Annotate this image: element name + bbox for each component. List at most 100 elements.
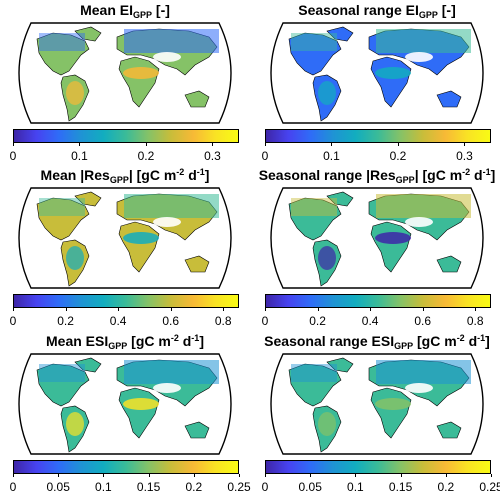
- title-part: [gC m: [127, 333, 171, 349]
- title-part: d: [184, 167, 197, 183]
- tick-label: 0.2: [437, 480, 455, 494]
- tick-label: 0: [261, 480, 269, 494]
- colorbar: [265, 460, 491, 474]
- tick-label: 0.8: [214, 314, 232, 328]
- title-part: Mean |Res: [40, 167, 110, 183]
- title-part: ]: [204, 167, 210, 183]
- panel-range-esi: Seasonal range ESIGPP [gC m-2 d-1] 0 0.05 0…: [257, 333, 500, 498]
- title-part: | [gC m: [414, 167, 463, 183]
- title-part: GPP: [108, 341, 128, 351]
- panel-title: Seasonal range ESIGPP [gC m-2 d-1]: [257, 333, 497, 351]
- colorbar-ticks: 0 0.05 0.1 0.15 0.2 0.25: [261, 474, 500, 494]
- tick-mark: [310, 474, 312, 477]
- title-part: -1: [482, 167, 491, 177]
- tick-mark: [239, 474, 240, 477]
- tick-mark: [491, 474, 492, 477]
- colorbar: [13, 129, 239, 143]
- title-part: Seasonal range |Res: [258, 167, 396, 183]
- title-part: ]: [485, 333, 490, 349]
- colorbar: [13, 460, 239, 474]
- tick-mark: [170, 308, 172, 311]
- panel-range-ei: Seasonal range EIGPP [-] 0 0.1 0.2 0.3: [257, 2, 497, 167]
- world-map: [270, 187, 484, 289]
- title-part: [-]: [437, 2, 456, 18]
- tick-label: 0.15: [136, 480, 161, 494]
- world-map: [18, 187, 232, 289]
- tick-label: 0.8: [466, 314, 484, 328]
- colorbar-ticks: 0 0.1 0.2 0.3: [10, 143, 239, 163]
- tick-mark: [193, 474, 195, 477]
- title-part: -2: [462, 167, 471, 177]
- tick-label: 0.6: [162, 314, 180, 328]
- tick-label: 0.1: [71, 149, 88, 163]
- panel-range-res: Seasonal range |ResGPP| [gC m-2 d-1] 0 0.2…: [257, 167, 497, 332]
- title-part: GPP: [395, 175, 415, 185]
- title-part: ]: [199, 333, 204, 349]
- title-part: Seasonal range EI: [298, 2, 419, 18]
- tick-label: 0.4: [109, 314, 127, 328]
- title-part: GPP: [133, 10, 153, 20]
- title-part: d: [470, 167, 483, 183]
- tick-label: 0.1: [95, 480, 112, 494]
- tick-label: 0: [261, 149, 269, 163]
- colorbar-ticks: 0 0.2 0.4 0.6 0.8: [261, 308, 491, 328]
- tick-mark: [145, 143, 147, 146]
- title-part: Mean ESI: [46, 333, 109, 349]
- title-part: d: [178, 333, 192, 349]
- title-part: | [gC m: [128, 167, 177, 183]
- world-map: [18, 22, 232, 124]
- tick-mark: [331, 143, 333, 146]
- title-part: GPP: [394, 341, 414, 351]
- tick-label: 0.6: [414, 314, 432, 328]
- tick-mark: [397, 143, 399, 146]
- tick-label: 0.2: [309, 314, 326, 328]
- tick-label: 0.3: [204, 149, 221, 163]
- title-part: [-]: [152, 2, 170, 18]
- panel-title: Mean ESIGPP [gC m-2 d-1]: [5, 333, 245, 351]
- title-part: -1: [191, 333, 200, 343]
- tick-label: 0.05: [298, 480, 322, 494]
- panel-mean-ei: Mean EIGPP [-] 0 0.1 0.2 0.3: [5, 2, 245, 167]
- tick-label: 0.25: [227, 480, 251, 494]
- panel-title: Mean EIGPP [-]: [5, 2, 245, 20]
- tick-mark: [13, 474, 14, 477]
- tick-label: 0.05: [46, 480, 70, 494]
- colorbar: [13, 294, 239, 308]
- tick-mark: [422, 308, 424, 311]
- colorbar-ticks: 0 0.05 0.1 0.15 0.2 0.25: [9, 474, 251, 494]
- tick-label: 0: [261, 314, 269, 328]
- tick-mark: [148, 474, 150, 477]
- tick-mark: [13, 143, 14, 146]
- title-part: -2: [176, 167, 185, 177]
- title-part: -2: [456, 333, 465, 343]
- panel-title: Mean |ResGPP| [gC m-2 d-1]: [5, 167, 245, 185]
- tick-mark: [355, 474, 357, 477]
- title-part: GPP: [418, 10, 438, 20]
- colorbar-ticks: 0 0.1 0.2 0.3: [261, 143, 491, 163]
- title-part: [gC m: [413, 333, 457, 349]
- tick-mark: [265, 308, 266, 311]
- panel-title: Seasonal range EIGPP [-]: [257, 2, 497, 20]
- tick-mark: [400, 474, 402, 477]
- tick-mark: [118, 308, 120, 311]
- tick-mark: [265, 474, 266, 477]
- title-part: d: [464, 333, 478, 349]
- panel-mean-esi: Mean ESIGPP [gC m-2 d-1] 0 0.05 0.1 0.15 0.2 0…: [5, 333, 251, 498]
- tick-mark: [58, 474, 60, 477]
- tick-mark: [475, 308, 477, 311]
- world-map: [270, 22, 484, 124]
- tick-mark: [445, 474, 447, 477]
- world-map: [270, 353, 484, 455]
- colorbar: [265, 294, 491, 308]
- tick-mark: [212, 143, 214, 146]
- title-part: -2: [170, 333, 179, 343]
- tick-label: 0: [9, 480, 17, 494]
- colorbar-ticks: 0 0.2 0.4 0.6 0.8: [10, 308, 239, 328]
- tick-label: 0.1: [323, 149, 340, 163]
- tick-label: 0.2: [389, 149, 407, 163]
- title-part: Mean EI: [80, 2, 133, 18]
- title-part: GPP: [109, 175, 129, 185]
- tick-mark: [265, 143, 266, 146]
- tick-mark: [13, 308, 14, 311]
- world-map: [18, 353, 232, 455]
